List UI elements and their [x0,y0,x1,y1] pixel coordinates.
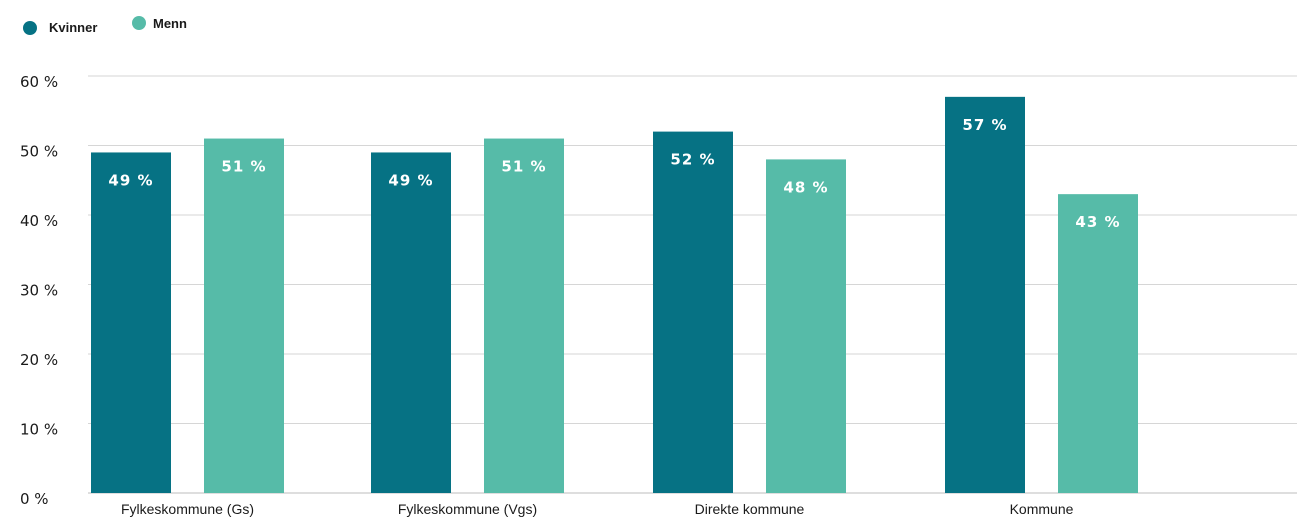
bar-value-label: 49 % [388,171,433,189]
x-axis-ticks: Fylkeskommune (Gs) Fylkeskommune (Vgs) Dir… [121,501,1074,517]
bar-value-label: 43 % [1075,213,1120,231]
legend-marker-kvinner [23,21,37,35]
bar-menn [1058,194,1138,493]
legend-label-menn: Menn [153,16,187,31]
y-tick-label: 20 % [20,351,58,369]
bar-value-label: 51 % [501,158,546,176]
bar-menn [204,138,284,494]
bars [91,96,1138,494]
y-tick-label: 60 % [20,73,58,91]
bar-value-label: 57 % [962,116,1007,134]
bar-kvinner [945,96,1025,493]
legend-marker-menn [132,16,146,30]
bar-labels: 49 % 51 % 49 % 51 % 52 % 48 % 57 % 43 % [108,116,1120,231]
bar-menn [766,159,846,493]
bar-value-label: 52 % [670,151,715,169]
bar-kvinner [653,131,733,493]
y-tick-label: 50 % [20,143,58,161]
y-axis-ticks: 0 % 10 % 20 % 30 % 40 % 50 % 60 % [20,73,58,508]
legend-label-kvinner: Kvinner [49,20,97,35]
x-tick-label: Fylkeskommune (Vgs) [398,501,537,517]
legend: Kvinner Menn [23,16,187,35]
bar-value-label: 51 % [221,158,266,176]
y-tick-label: 10 % [20,421,58,439]
y-tick-label: 0 % [20,490,49,508]
x-tick-label: Fylkeskommune (Gs) [121,501,254,517]
bar-value-label: 48 % [783,178,828,196]
y-tick-label: 40 % [20,212,58,230]
bar-kvinner [91,152,171,493]
bar-kvinner [371,152,451,493]
x-tick-label: Direkte kommune [695,501,805,517]
bar-value-label: 49 % [108,171,153,189]
y-tick-label: 30 % [20,282,58,300]
x-tick-label: Kommune [1010,501,1074,517]
bar-menn [484,138,564,494]
